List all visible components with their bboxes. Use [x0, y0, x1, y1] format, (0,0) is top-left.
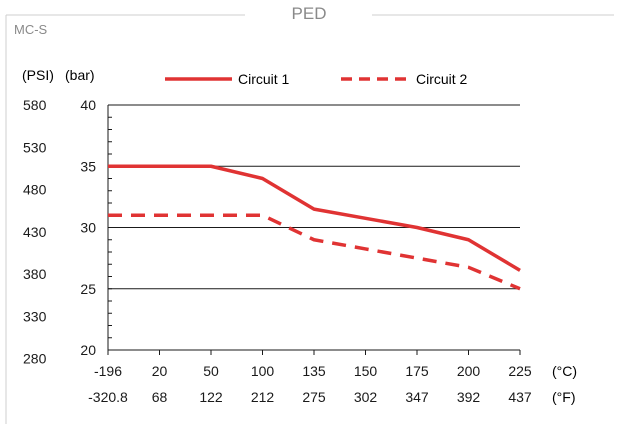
y-tick-label-psi-380: 380: [23, 266, 47, 282]
x-tick-label-c-0: -196: [94, 363, 122, 379]
x-unit-fahrenheit: (°F): [552, 389, 575, 405]
y-unit-psi: (PSI): [22, 67, 54, 83]
x-tick-label-c-2: 50: [203, 363, 219, 379]
x-tick-label-f-4: 275: [302, 389, 326, 405]
y-tick-label-bar-20: 20: [80, 342, 96, 358]
series-line-circuit-2: [108, 213, 521, 291]
x-tick-label-f-0: -320.8: [88, 389, 128, 405]
x-tick-label-f-8: 437: [508, 389, 532, 405]
x-tick-label-c-5: 150: [354, 363, 378, 379]
y-tick-label-psi-530: 530: [23, 139, 47, 155]
x-tick-label-f-6: 347: [405, 389, 429, 405]
panel-subtitle: MC-S: [14, 22, 48, 37]
x-tick-label-f-2: 122: [199, 389, 223, 405]
panel-title: PED: [0, 4, 618, 24]
plot-area: 20 25 30 35 40 280 330 380 430 480 530 580 -196 -320.…: [23, 97, 532, 405]
legend: Circuit 1 Circuit 2: [165, 71, 468, 87]
x-tick-label-c-7: 200: [457, 363, 481, 379]
y-tick-label-bar-40: 40: [80, 97, 96, 113]
x-tick-label-f-3: 212: [251, 389, 275, 405]
y-tick-label-bar-25: 25: [80, 281, 96, 297]
y-tick-label-bar-35: 35: [80, 158, 96, 174]
series-line-circuit-1: [108, 164, 521, 272]
y-tick-label-psi-330: 330: [23, 308, 47, 324]
y-tick-label-bar-30: 30: [80, 220, 96, 236]
panel-title-text: PED: [277, 4, 341, 23]
y-tick-label-psi-580: 580: [23, 97, 47, 113]
x-tick-label-c-6: 175: [405, 363, 429, 379]
y-tick-label-psi-480: 480: [23, 182, 47, 198]
y-tick-label-psi-280: 280: [23, 351, 47, 367]
x-tick-label-c-1: 20: [152, 363, 168, 379]
legend-label-circuit-1: Circuit 1: [238, 71, 290, 87]
x-tick-label-c-4: 135: [302, 363, 326, 379]
y-tick-label-psi-430: 430: [23, 224, 47, 240]
x-tick-label-c-3: 100: [251, 363, 275, 379]
x-unit-celsius: (°C): [552, 363, 577, 379]
x-tick-label-f-7: 392: [457, 389, 481, 405]
x-tick-label-f-5: 302: [354, 389, 378, 405]
y-unit-bar: (bar): [65, 67, 95, 83]
x-tick-label-f-1: 68: [152, 389, 168, 405]
legend-label-circuit-2: Circuit 2: [416, 71, 468, 87]
x-tick-label-c-8: 225: [508, 363, 532, 379]
